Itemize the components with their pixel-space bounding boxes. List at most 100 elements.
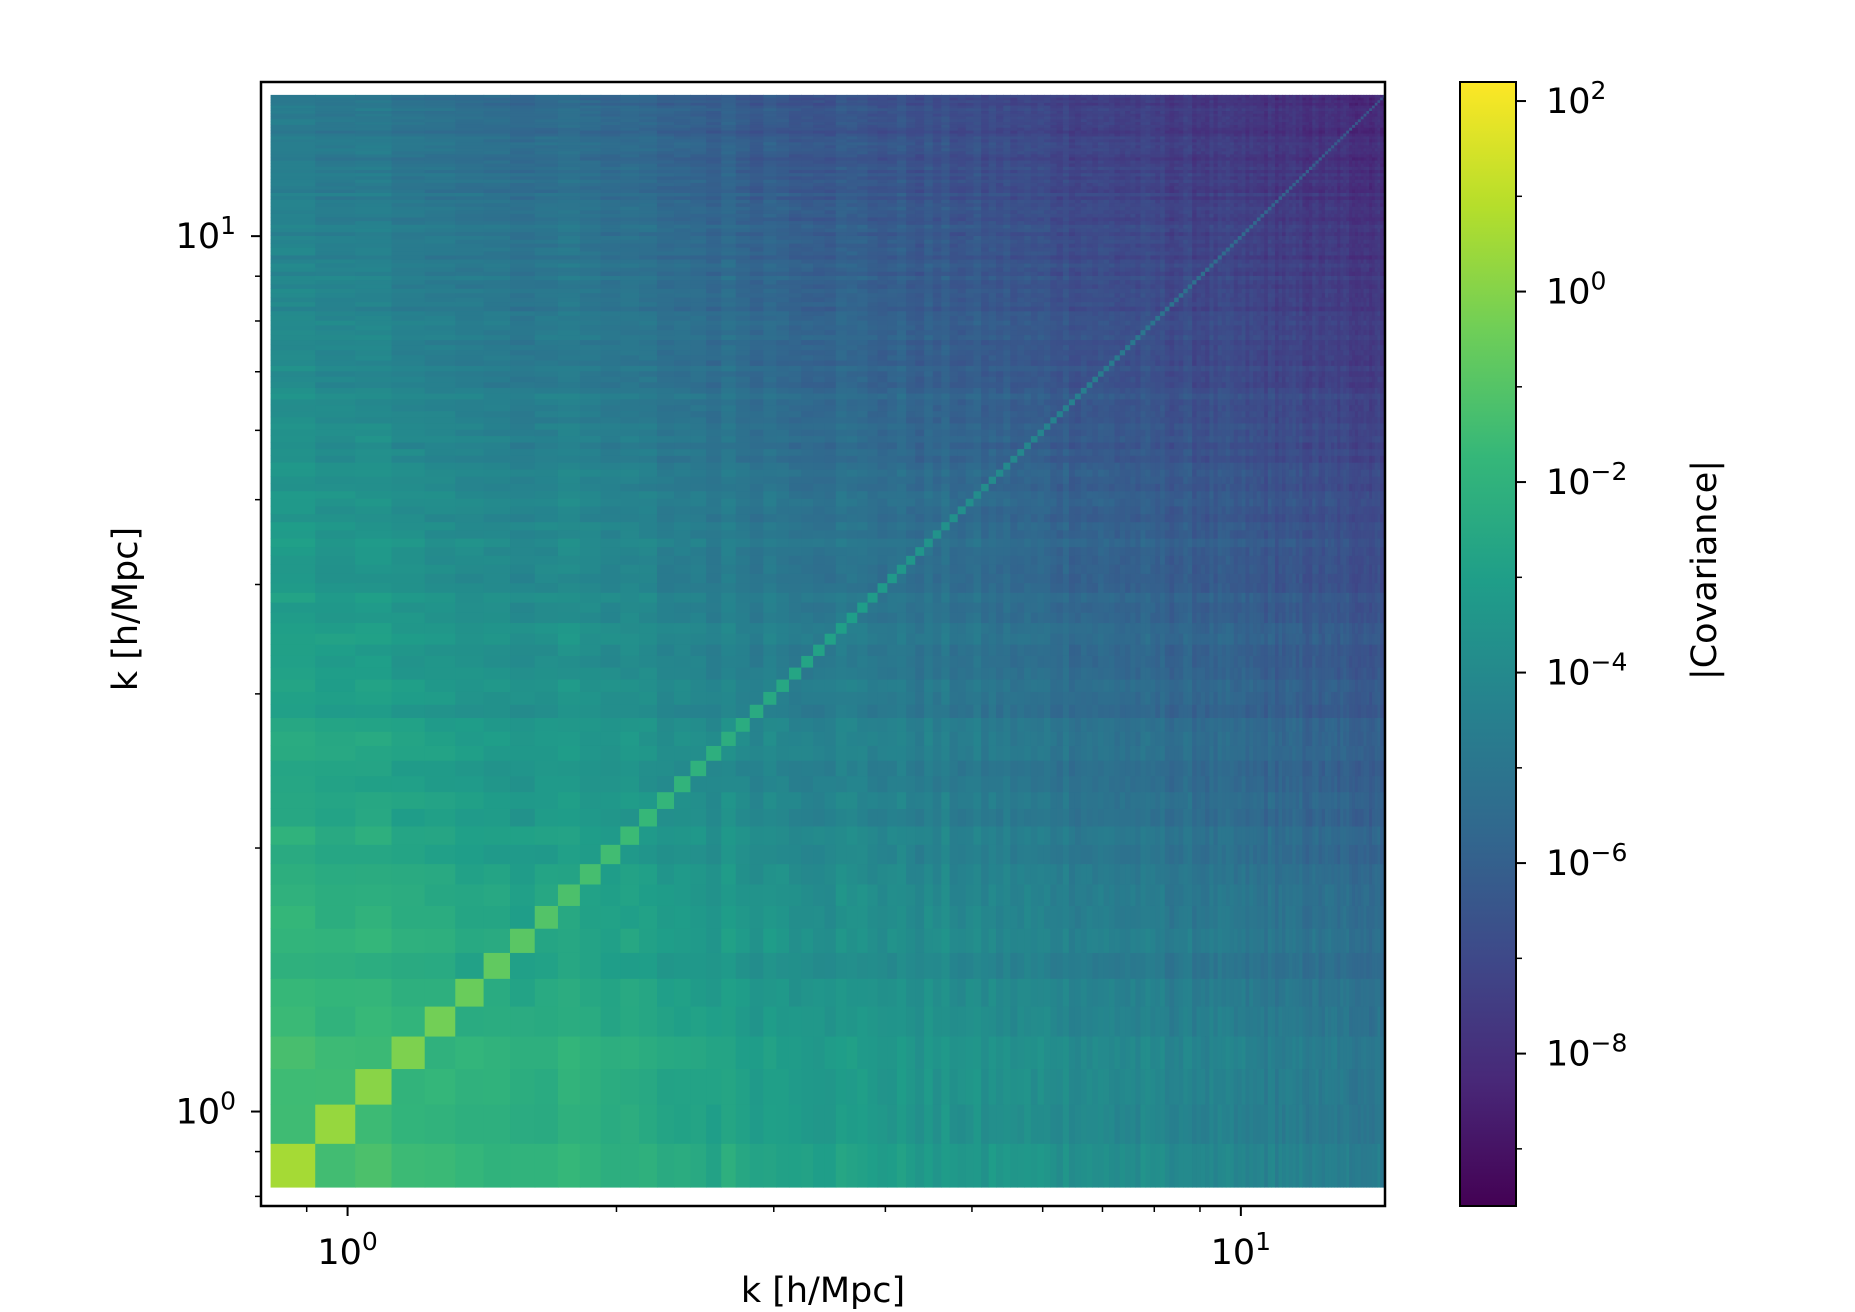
heatmap-cell	[824, 1035, 837, 1070]
heatmap-cell	[1062, 582, 1070, 593]
heatmap-cell	[1328, 978, 1332, 1007]
heatmap-cell	[941, 775, 951, 793]
heatmap-cell	[749, 538, 764, 548]
heatmap-cell	[1366, 883, 1370, 906]
heatmap-cell	[1030, 863, 1039, 885]
heatmap-cell	[1024, 952, 1032, 979]
heatmap-cell	[1024, 704, 1032, 718]
heatmap-cell	[1260, 678, 1265, 692]
heatmap-cell	[1017, 555, 1025, 565]
heatmap-cell	[510, 978, 536, 1007]
heatmap-cell	[1125, 691, 1131, 705]
heatmap-cell	[1363, 844, 1367, 865]
heatmap-cell	[1305, 844, 1310, 865]
heatmap-cell	[483, 546, 511, 556]
heatmap-cell	[1241, 745, 1247, 761]
heatmap-cell	[973, 883, 982, 906]
heatmap-cell	[1357, 612, 1362, 624]
heatmap-cell	[1337, 582, 1341, 593]
heatmap-cell	[1346, 564, 1350, 574]
heatmap-cell	[1256, 592, 1262, 603]
heatmap-cell	[355, 1005, 393, 1037]
heatmap-cell	[749, 844, 764, 865]
heatmap-cell	[867, 1035, 879, 1070]
heatmap-cell	[857, 883, 869, 906]
heatmap-cell	[1209, 592, 1215, 603]
heatmap-cell	[957, 717, 967, 732]
heatmap-cell	[941, 808, 951, 827]
heatmap-cell	[932, 745, 942, 761]
heatmap-cell	[957, 655, 967, 668]
heatmap-cell	[1109, 1035, 1116, 1070]
heatmap-cell	[1282, 555, 1287, 565]
heatmap-cell	[1302, 555, 1307, 565]
heatmap-cell	[1264, 633, 1269, 645]
heatmap-cell	[1245, 691, 1250, 705]
heatmap-cell	[1346, 863, 1350, 885]
heatmap-cell	[1114, 883, 1121, 906]
heatmap-cell	[1056, 655, 1064, 668]
heatmap-cell	[1285, 622, 1290, 634]
heatmap-cell	[1256, 791, 1262, 809]
heatmap-cell	[813, 592, 826, 603]
heatmap-cell	[801, 928, 814, 953]
heatmap-cell	[846, 564, 858, 574]
heatmap-cell	[1302, 612, 1307, 624]
heatmap-cell	[1037, 592, 1045, 603]
heatmap-cell	[824, 775, 837, 793]
heatmap-cell	[1135, 704, 1142, 718]
heatmap-cell	[1264, 775, 1269, 793]
heatmap-cell	[620, 592, 640, 603]
heatmap-cell	[877, 666, 888, 680]
heatmap-cell	[1178, 1068, 1184, 1105]
heatmap-cell	[1299, 808, 1304, 827]
heatmap-cell	[1130, 666, 1136, 680]
heatmap-cell	[1183, 655, 1189, 668]
heatmap-cell	[1288, 622, 1293, 634]
heatmap-cell	[1024, 791, 1032, 809]
heatmap-cell	[1305, 655, 1310, 668]
heatmap-cell	[1249, 1035, 1254, 1070]
heatmap-cell	[1352, 775, 1356, 793]
heatmap-cell	[1312, 678, 1317, 692]
heatmap-cell	[1352, 717, 1356, 732]
heatmap-cell	[1160, 863, 1166, 885]
heatmap-cell	[1334, 863, 1338, 885]
heatmap-cell	[957, 691, 967, 705]
heatmap-cell	[355, 678, 393, 692]
heatmap-cell	[1369, 622, 1373, 634]
heatmap-cell	[949, 844, 959, 865]
heatmap-cell	[776, 612, 790, 624]
heatmap-cell	[1010, 978, 1018, 1007]
heatmap-cell	[1221, 612, 1227, 624]
heatmap-cell	[1312, 592, 1317, 603]
heatmap-cell	[1030, 731, 1039, 746]
heatmap-cell	[1264, 644, 1269, 656]
heatmap-cell	[1318, 655, 1323, 668]
heatmap-cell	[1331, 844, 1335, 865]
heatmap-cell	[1192, 905, 1198, 929]
heatmap-cell	[1343, 731, 1347, 746]
heatmap-cell	[1271, 883, 1276, 906]
heatmap-cell	[1324, 731, 1329, 746]
heatmap-cell	[1103, 555, 1110, 565]
heatmap-cell	[981, 1035, 990, 1070]
heatmap-cell	[1037, 555, 1045, 565]
heatmap-cell	[1302, 666, 1307, 680]
heatmap-cell	[1114, 952, 1121, 979]
heatmap-cell	[1285, 546, 1290, 556]
heatmap-cell	[1237, 666, 1243, 680]
heatmap-cell	[1264, 844, 1269, 865]
heatmap-cell	[1200, 825, 1206, 845]
heatmap-cell	[656, 1143, 675, 1188]
heatmap-cell	[1164, 1143, 1171, 1188]
heatmap-cell	[1145, 655, 1151, 668]
heatmap-cell	[1056, 592, 1064, 603]
heatmap-cell	[1125, 978, 1131, 1007]
heatmap-cell	[1017, 592, 1025, 603]
heatmap-cell	[835, 1104, 848, 1144]
heatmap-cell	[1109, 978, 1116, 1007]
heatmap-cell	[1256, 808, 1262, 827]
heatmap-cell	[996, 863, 1004, 885]
heatmap-cell	[735, 978, 751, 1007]
